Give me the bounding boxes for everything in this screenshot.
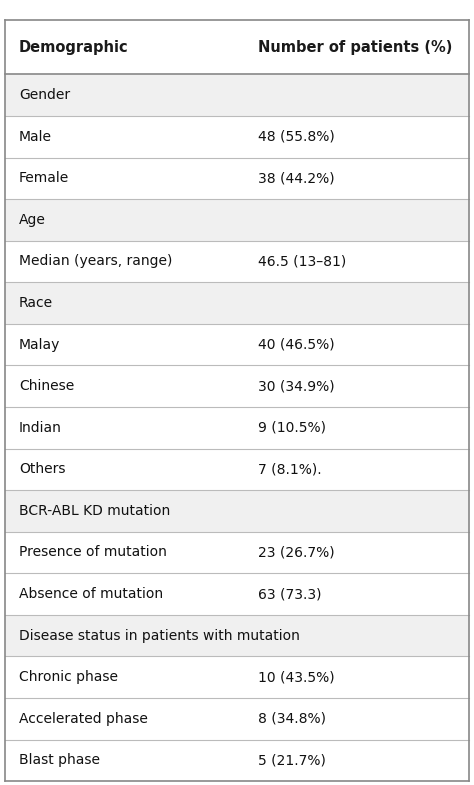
Bar bbox=[5, 158, 469, 199]
Text: Gender: Gender bbox=[19, 88, 70, 102]
Text: Male: Male bbox=[19, 130, 52, 144]
Text: Presence of mutation: Presence of mutation bbox=[19, 546, 167, 560]
Text: Race: Race bbox=[19, 296, 53, 310]
Bar bbox=[5, 573, 469, 615]
Bar bbox=[5, 531, 469, 573]
Bar bbox=[5, 448, 469, 490]
Text: Chinese: Chinese bbox=[19, 379, 74, 393]
Bar bbox=[5, 116, 469, 158]
Bar bbox=[5, 199, 469, 241]
Text: BCR-ABL KD mutation: BCR-ABL KD mutation bbox=[19, 504, 170, 518]
Bar bbox=[5, 739, 469, 781]
Text: Absence of mutation: Absence of mutation bbox=[19, 587, 163, 601]
Text: 40 (46.5%): 40 (46.5%) bbox=[258, 338, 335, 352]
Text: Others: Others bbox=[19, 462, 65, 476]
Text: Disease status in patients with mutation: Disease status in patients with mutation bbox=[19, 629, 300, 643]
Bar bbox=[5, 20, 469, 75]
Text: Demographic: Demographic bbox=[19, 39, 128, 54]
Text: 8 (34.8%): 8 (34.8%) bbox=[258, 712, 326, 725]
Bar bbox=[5, 656, 469, 698]
Text: 7 (8.1%).: 7 (8.1%). bbox=[258, 462, 322, 476]
Text: 5 (21.7%): 5 (21.7%) bbox=[258, 754, 326, 767]
Bar bbox=[5, 407, 469, 448]
Bar bbox=[5, 365, 469, 407]
Text: Malay: Malay bbox=[19, 338, 60, 352]
Text: 10 (43.5%): 10 (43.5%) bbox=[258, 670, 335, 685]
Bar bbox=[5, 490, 469, 531]
Bar bbox=[5, 75, 469, 116]
Text: 63 (73.3): 63 (73.3) bbox=[258, 587, 322, 601]
Text: Age: Age bbox=[19, 213, 46, 227]
Text: 9 (10.5%): 9 (10.5%) bbox=[258, 421, 326, 435]
Text: Accelerated phase: Accelerated phase bbox=[19, 712, 148, 725]
Text: Chronic phase: Chronic phase bbox=[19, 670, 118, 685]
Text: Indian: Indian bbox=[19, 421, 62, 435]
Text: 46.5 (13–81): 46.5 (13–81) bbox=[258, 254, 346, 268]
Text: 23 (26.7%): 23 (26.7%) bbox=[258, 546, 335, 560]
Bar bbox=[5, 615, 469, 656]
Text: Female: Female bbox=[19, 171, 69, 185]
Text: Number of patients (%): Number of patients (%) bbox=[258, 39, 453, 54]
Text: 48 (55.8%): 48 (55.8%) bbox=[258, 130, 335, 144]
Bar bbox=[5, 241, 469, 283]
Bar bbox=[5, 283, 469, 324]
Text: 38 (44.2%): 38 (44.2%) bbox=[258, 171, 335, 185]
Text: Blast phase: Blast phase bbox=[19, 754, 100, 767]
Text: Median (years, range): Median (years, range) bbox=[19, 254, 173, 268]
Bar bbox=[5, 324, 469, 365]
Text: 30 (34.9%): 30 (34.9%) bbox=[258, 379, 335, 393]
Bar bbox=[5, 698, 469, 739]
